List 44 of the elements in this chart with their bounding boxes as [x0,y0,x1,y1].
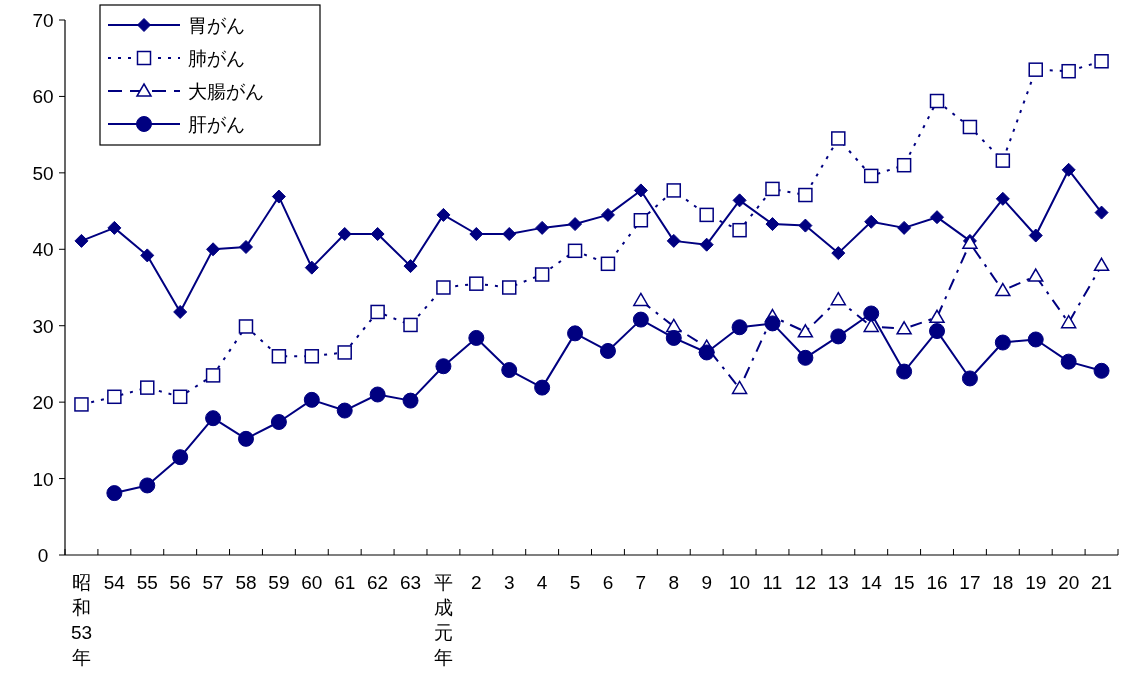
x-tick-label: 2 [471,572,482,593]
y-tick-label: 30 [32,315,54,337]
x-tick-label: 63 [399,572,422,593]
x-tick-label: 昭和53年 [70,572,93,668]
x-tick-label: 10 [729,572,751,593]
x-tick-label: 8 [668,572,680,593]
y-tick-label: 70 [32,10,54,31]
x-tick-label: 16 [926,572,948,593]
x-tick-label: 57 [202,572,224,593]
x-tick-label: 14 [860,572,883,593]
x-tick-label: 61 [334,572,356,593]
x-tick-label: 11 [762,572,783,593]
x-tick-label: 6 [602,572,614,593]
y-tick-label: 60 [32,86,54,108]
x-tick-label: 54 [103,572,126,593]
y-tick-label: 0 [37,545,49,566]
x-tick-label: 19 [1025,572,1047,593]
x-tick-label: 7 [635,572,647,593]
legend-label: 肝がん [188,114,245,135]
x-tick-label: 17 [959,572,981,593]
x-tick-label: 5 [569,572,581,593]
x-tick-label: 55 [136,572,158,593]
y-tick-label: 40 [32,239,54,261]
legend-label: 胃がん [188,15,245,36]
x-tick-label: 12 [794,572,816,593]
legend-label: 肺がん [188,48,245,69]
x-tick-label: 20 [1058,572,1080,593]
x-tick-label: 15 [893,572,915,593]
x-tick-label: 62 [367,572,389,593]
x-tick-label: 平成元年 [433,572,453,668]
x-tick-label: 59 [268,572,290,593]
x-tick-label: 3 [503,572,515,593]
y-tick-label: 20 [32,392,54,414]
x-tick-label: 56 [169,572,191,593]
legend-label: 大腸がん [188,81,264,102]
y-tick-label: 10 [32,468,54,490]
x-tick-label: 13 [827,572,849,593]
x-tick-label: 21 [1090,572,1113,593]
x-tick-label: 4 [536,572,548,593]
x-tick-label: 58 [235,572,257,593]
x-tick-label: 60 [301,572,323,593]
x-tick-label: 9 [701,572,712,593]
x-tick-label: 18 [992,572,1014,593]
y-tick-label: 50 [32,162,54,184]
